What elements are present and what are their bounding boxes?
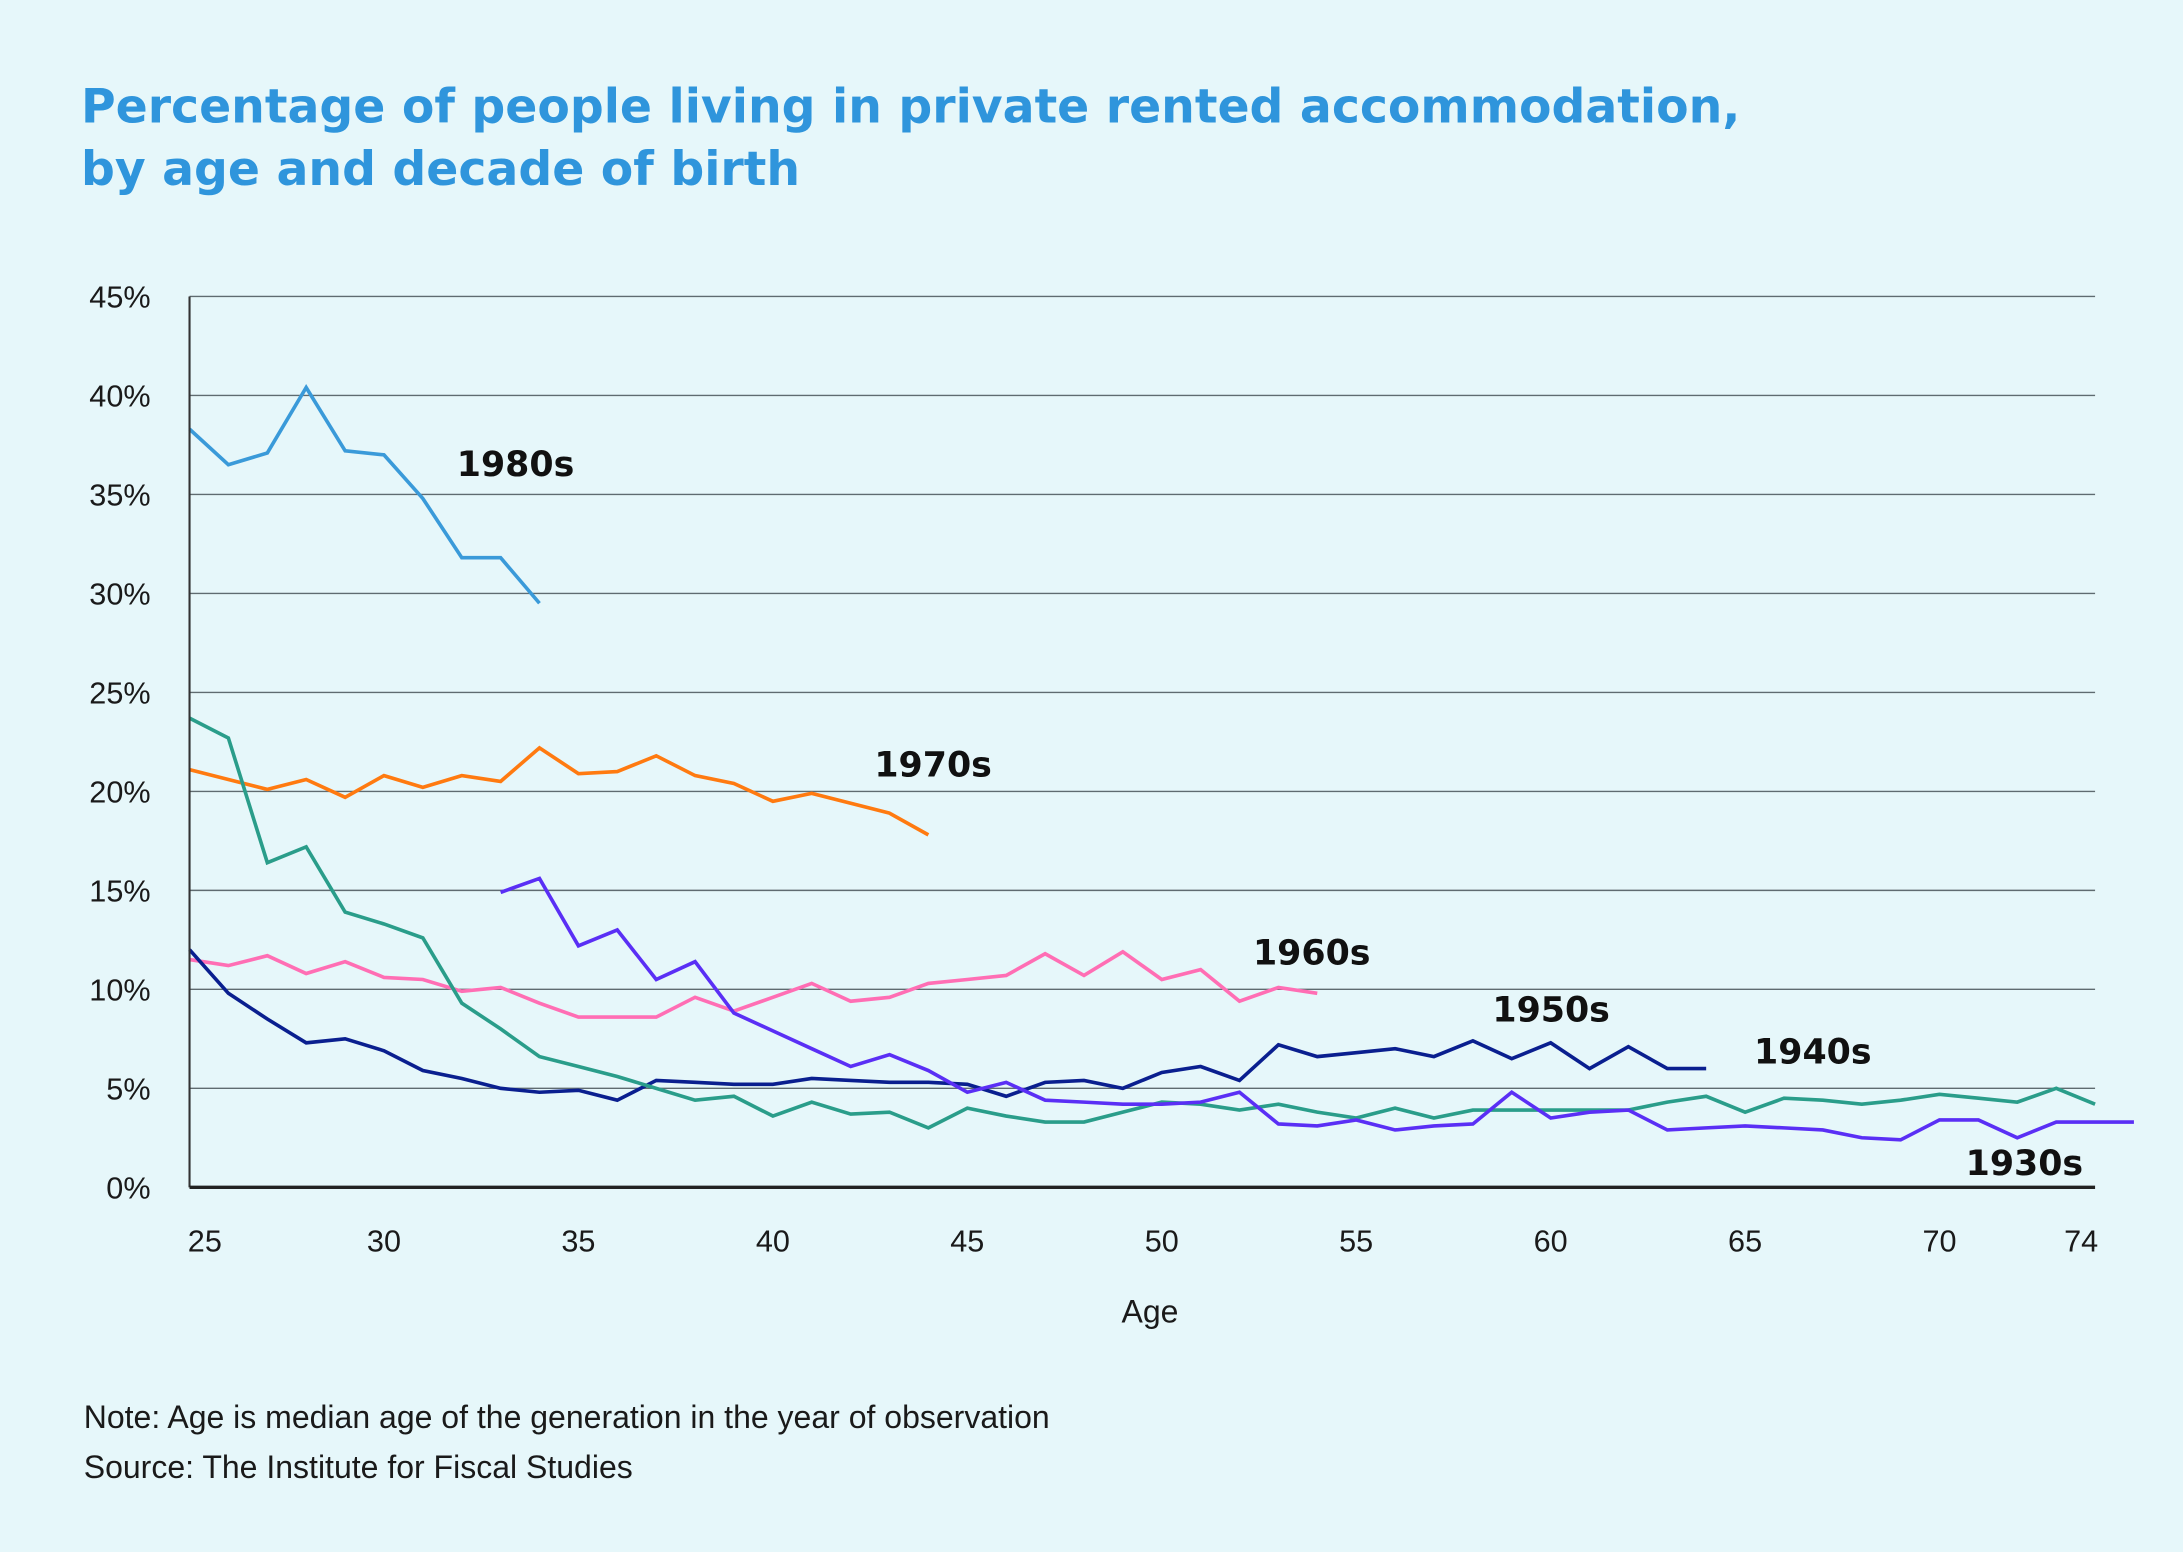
x-tick-label: 55 bbox=[1339, 1224, 1373, 1258]
series-label-1970s: 1970s bbox=[874, 746, 992, 786]
x-tick-label: 50 bbox=[1145, 1224, 1179, 1258]
series-label-1980s: 1980s bbox=[457, 445, 575, 485]
x-tick-label: 45 bbox=[950, 1224, 984, 1258]
x-axis-ticks: 25 30 35 40 45 50 55 60 65 70 74 bbox=[188, 1224, 2098, 1258]
y-tick-label: 10% bbox=[89, 973, 150, 1007]
series-label-1930s: 1930s bbox=[1966, 1144, 2084, 1184]
series-line-1980s bbox=[188, 384, 541, 605]
chart-title-line-2: by age and decade of birth bbox=[81, 142, 800, 197]
series-line-1930s bbox=[500, 876, 2134, 1142]
y-tick-label: 5% bbox=[106, 1072, 150, 1106]
x-tick-label: 60 bbox=[1534, 1224, 1568, 1258]
footer-source: Source: The Institute for Fiscal Studies bbox=[84, 1449, 633, 1485]
x-tick-label: 74 bbox=[2064, 1224, 2098, 1258]
series-line-1960s bbox=[189, 949, 1318, 1019]
series-line-1940s bbox=[188, 716, 2096, 1130]
chart-title-line-1: Percentage of people living in private r… bbox=[81, 79, 1740, 134]
y-tick-label: 20% bbox=[89, 776, 150, 810]
y-tick-label: 35% bbox=[89, 479, 150, 513]
y-axis-ticks: 0% 5% 10% 15% 20% 25% 30% 35% 40% 45% bbox=[89, 281, 150, 1206]
series-label-1950s: 1950s bbox=[1492, 991, 1610, 1031]
series-label-1940s: 1940s bbox=[1754, 1032, 1872, 1072]
x-tick-label: 30 bbox=[367, 1224, 401, 1258]
series-lines bbox=[188, 384, 2134, 1142]
x-tick-label: 25 bbox=[188, 1224, 222, 1258]
x-axis-label: Age bbox=[1121, 1293, 1178, 1329]
series-line-1970s bbox=[189, 745, 930, 837]
y-tick-label: 30% bbox=[89, 578, 150, 612]
y-tick-label: 45% bbox=[89, 281, 150, 315]
y-tick-label: 0% bbox=[106, 1171, 150, 1205]
series-label-1960s: 1960s bbox=[1253, 934, 1371, 974]
x-tick-label: 65 bbox=[1728, 1224, 1762, 1258]
x-tick-label: 70 bbox=[1922, 1224, 1956, 1258]
y-tick-label: 15% bbox=[89, 875, 150, 909]
x-tick-label: 35 bbox=[561, 1224, 595, 1258]
footer-note: Note: Age is median age of the generatio… bbox=[84, 1399, 1050, 1435]
y-tick-label: 25% bbox=[89, 677, 150, 711]
x-tick-label: 40 bbox=[756, 1224, 790, 1258]
y-tick-label: 40% bbox=[89, 380, 150, 414]
